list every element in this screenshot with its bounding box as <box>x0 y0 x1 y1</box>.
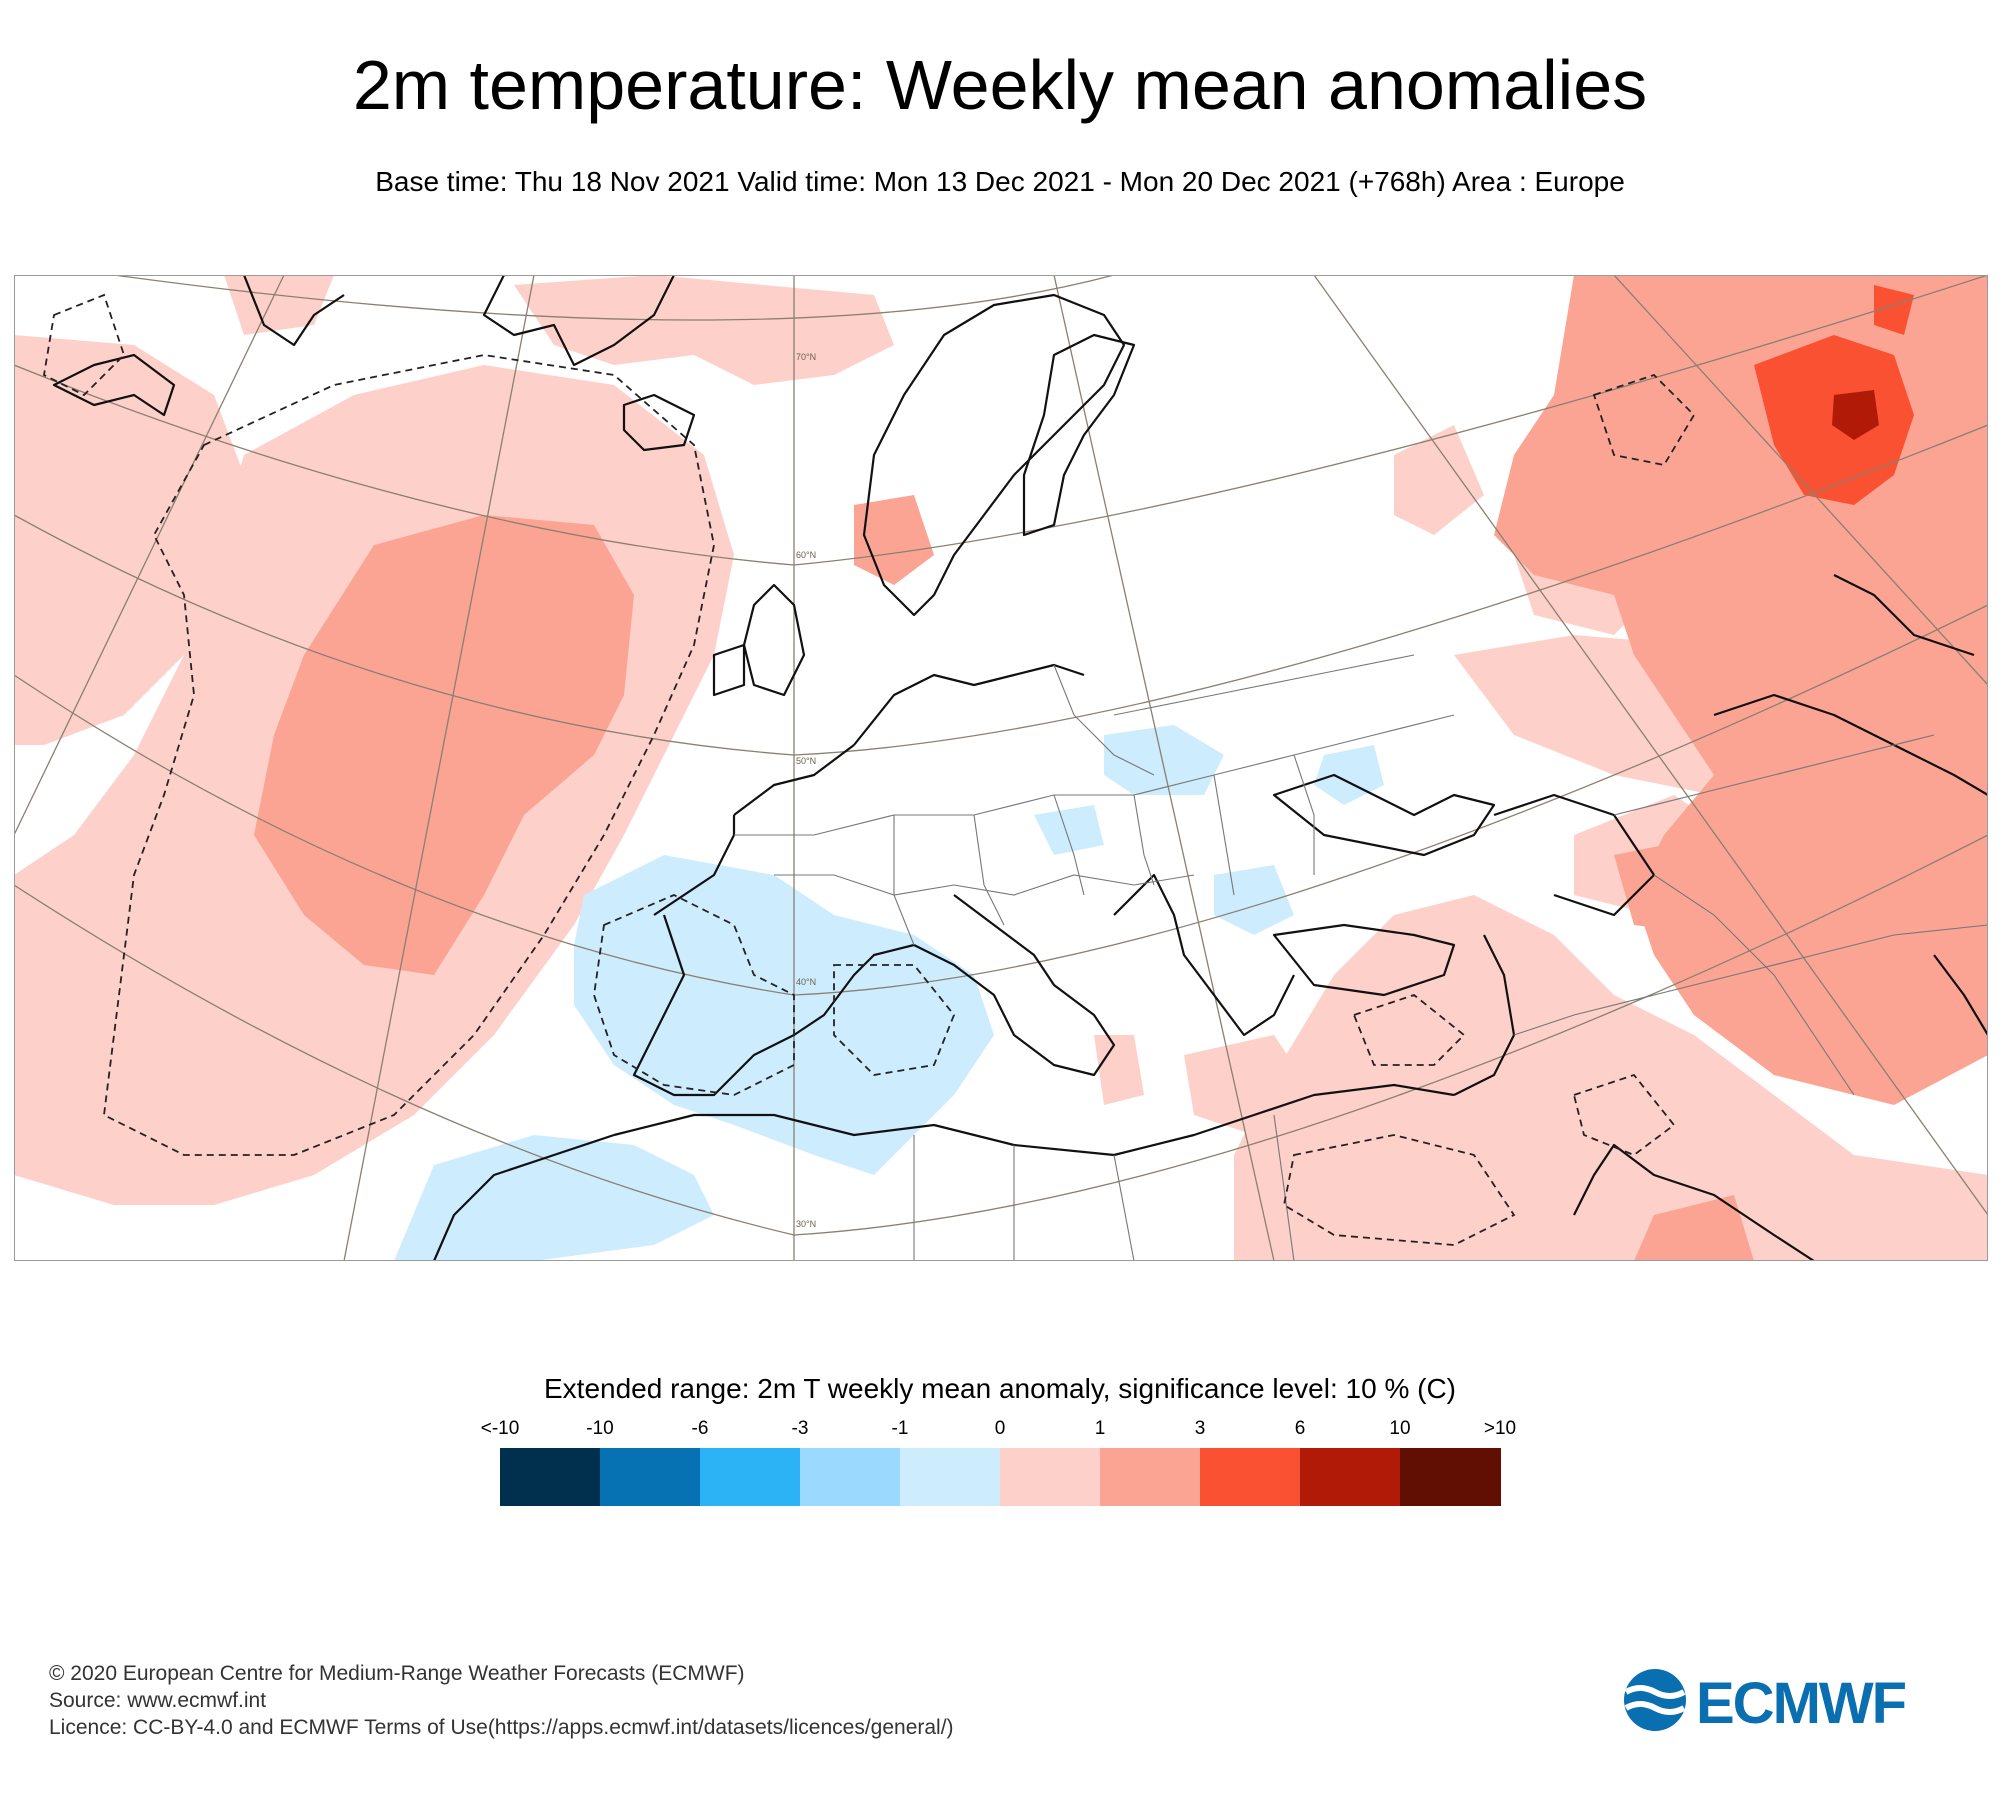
legend-tick: -3 <box>791 1418 809 1439</box>
legend-tick: 0 <box>994 1418 1006 1439</box>
lat-label-50: 50°N <box>796 756 816 766</box>
page-subtitle: Base time: Thu 18 Nov 2021 Valid time: M… <box>375 166 1625 197</box>
legend-swatch <box>1400 1448 1501 1506</box>
lat-label-30: 30°N <box>796 1219 816 1229</box>
lat-label-40: 40°N <box>796 977 816 987</box>
significance-contours <box>43 293 1696 1246</box>
legend-swatch <box>800 1448 901 1506</box>
ecmwf-logo-mark <box>1624 1669 1686 1731</box>
lat-label-70: 70°N <box>796 352 816 362</box>
ecmwf-logo-text: ECMWF <box>1696 1671 1906 1735</box>
legend-tick: 1 <box>1094 1418 1106 1439</box>
legend-tick-labels: <-10 -10 -6 -3 -1 0 1 3 6 10 >10 <box>0 1417 2000 1441</box>
legend-tick: 6 <box>1294 1418 1306 1439</box>
legend-swatch <box>1300 1448 1401 1506</box>
footer-copyright: © 2020 European Centre for Medium-Range … <box>49 1662 745 1685</box>
legend-tick: 3 <box>1194 1418 1206 1439</box>
graticule <box>14 275 1988 1261</box>
anomaly-map: 70°N 60°N 50°N 40°N 30°N <box>14 275 1988 1261</box>
ecmwf-logo: ECMWF <box>1624 1669 1908 1735</box>
legend-swatch <box>500 1448 601 1506</box>
legend-swatch <box>1200 1448 1301 1506</box>
anomaly-areas-warm-extreme <box>1832 390 1879 440</box>
country-borders <box>734 654 1988 1261</box>
footer-credits: © 2020 European Centre for Medium-Range … <box>49 1660 954 1741</box>
footer-licence: Licence: CC-BY-4.0 and ECMWF Terms of Us… <box>49 1716 954 1739</box>
legend-tick: >10 <box>1483 1418 1517 1439</box>
legend-swatch <box>700 1448 801 1506</box>
legend-tick: -1 <box>891 1418 909 1439</box>
footer-source: Source: www.ecmwf.int <box>49 1689 267 1712</box>
legend-swatch <box>900 1448 1001 1506</box>
legend-tick: -6 <box>691 1418 709 1439</box>
map-frame <box>14 275 1988 1261</box>
legend-tick: 10 <box>1389 1418 1411 1439</box>
legend-colorbar <box>500 1448 1501 1506</box>
page-title: 2m temperature: Weekly mean anomalies <box>352 46 1648 124</box>
legend-swatch <box>600 1448 701 1506</box>
legend-tick: -10 <box>586 1418 614 1439</box>
latitude-labels: 70°N 60°N 50°N 40°N 30°N <box>796 352 816 1229</box>
lat-label-60: 60°N <box>796 550 816 560</box>
legend-swatch <box>1100 1448 1201 1506</box>
legend-swatch <box>1000 1448 1101 1506</box>
legend-title: Extended range: 2m T weekly mean anomaly… <box>543 1373 1456 1404</box>
legend-tick: <-10 <box>480 1418 520 1439</box>
